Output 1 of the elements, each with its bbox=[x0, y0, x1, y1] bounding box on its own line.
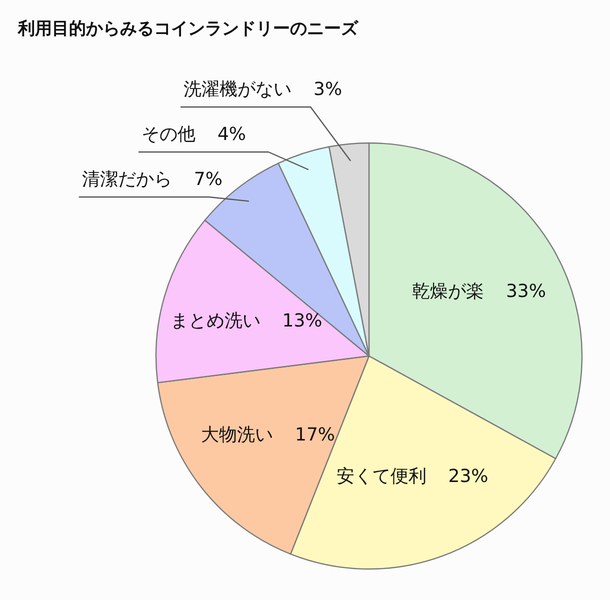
title: 利用目的からみるコインランドリーのニーズ bbox=[18, 19, 358, 39]
